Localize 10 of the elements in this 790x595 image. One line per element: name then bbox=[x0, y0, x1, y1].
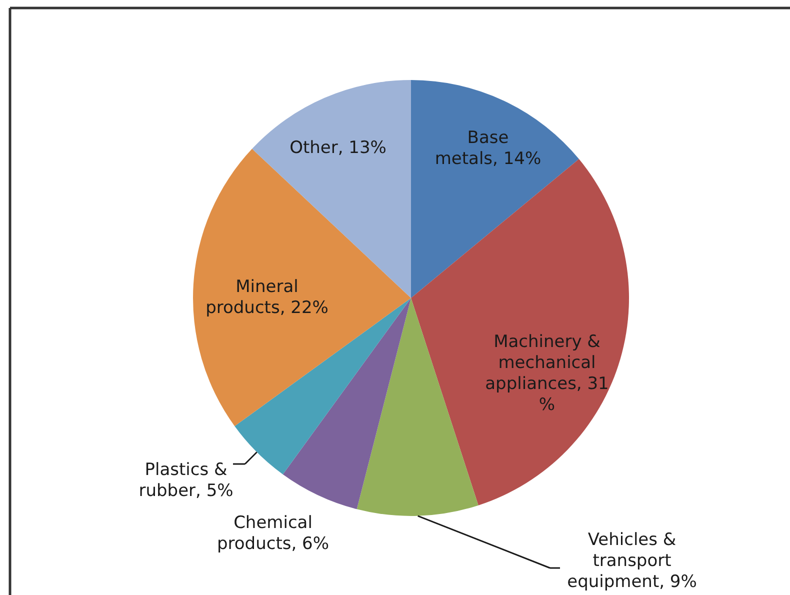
slice-label: Plastics & rubber, 5% bbox=[138, 460, 234, 501]
pie-slice bbox=[411, 80, 579, 298]
slice-label: Machinery & mechanical appliances, 31 % bbox=[485, 332, 609, 415]
pie-slice bbox=[282, 298, 411, 510]
slice-label: Other, 13% bbox=[290, 138, 386, 158]
slice-label: Chemical products, 6% bbox=[216, 513, 330, 554]
slice-label: Vehicles & transport equipment, 9% bbox=[567, 530, 697, 592]
slice-label: Base metals, 14% bbox=[434, 128, 542, 169]
pie-slice bbox=[356, 298, 478, 516]
slice-label: Mineral products, 22% bbox=[206, 277, 328, 318]
